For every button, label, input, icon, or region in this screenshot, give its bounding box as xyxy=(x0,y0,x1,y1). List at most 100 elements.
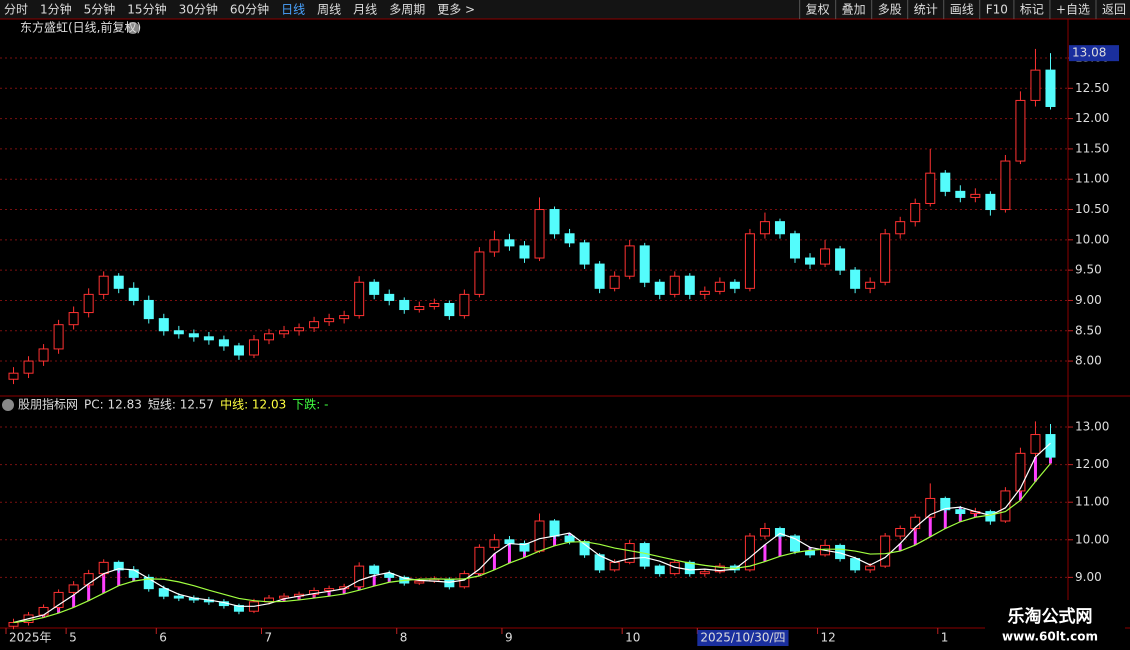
candle-body xyxy=(113,275,124,289)
toolbar-button[interactable]: 5分钟 xyxy=(84,2,116,17)
candle-body xyxy=(68,584,79,593)
toolbar-button[interactable]: 月线 xyxy=(353,3,377,17)
toolbar-button[interactable]: 1分钟 xyxy=(40,2,72,17)
candle-body xyxy=(789,535,801,552)
indicator-title: 股朋指标网 xyxy=(18,397,78,412)
candle-body xyxy=(759,221,770,235)
candle-body xyxy=(459,293,470,317)
candle-body xyxy=(684,275,695,295)
toolbar-button[interactable]: 15分钟 xyxy=(127,2,166,17)
toolbar-button[interactable]: F10 xyxy=(986,3,1008,17)
x-tick-label: 1 xyxy=(941,631,949,645)
candle-body xyxy=(68,312,79,326)
toolbar-button[interactable]: +自选 xyxy=(1056,3,1090,17)
candle-body xyxy=(594,554,605,571)
x-highlight xyxy=(697,630,789,646)
indicator-value: 下跌: - xyxy=(292,397,328,412)
candle-body xyxy=(970,193,981,198)
candle-body xyxy=(399,299,410,311)
toolbar-button[interactable]: 多股 xyxy=(878,3,902,17)
toolbar-button[interactable]: 更多 > xyxy=(437,3,475,17)
candle-body xyxy=(609,561,620,571)
candle-body xyxy=(925,172,936,204)
candle-body xyxy=(354,281,365,317)
candle-body xyxy=(474,546,485,575)
toolbar-button[interactable]: 画线 xyxy=(950,3,974,17)
candle-body xyxy=(714,565,725,573)
candle-body xyxy=(955,190,966,198)
candle-body xyxy=(23,360,34,374)
y-tick-label: 9.00 xyxy=(1075,293,1102,307)
y-tick-label: 12.00 xyxy=(1075,111,1109,125)
candle-body xyxy=(339,315,350,320)
y-tick-label: 12.00 xyxy=(1075,457,1109,471)
candle-body xyxy=(173,595,184,599)
candle-body xyxy=(279,330,290,335)
candle-body xyxy=(233,605,244,612)
x-tick-label: 10 xyxy=(625,631,640,645)
toolbar-button[interactable]: 60分钟 xyxy=(230,2,269,17)
x-tick-label: 12 xyxy=(821,631,836,645)
candle-body xyxy=(294,327,305,332)
candle-body xyxy=(564,233,575,244)
x-tick-label: 7 xyxy=(264,631,272,645)
candle-body xyxy=(895,221,906,235)
candle-body xyxy=(880,233,891,283)
candle-body xyxy=(8,621,19,627)
candle-body xyxy=(173,330,184,335)
y-tick-label: 12.50 xyxy=(1075,81,1109,95)
candle-body xyxy=(309,321,320,329)
candle-body xyxy=(549,209,560,235)
candle-body xyxy=(624,245,635,277)
toolbar-button[interactable]: 多周期 xyxy=(389,3,425,17)
indicator-value: 短线: 12.57 xyxy=(148,398,214,412)
y-tick-label: 11.00 xyxy=(1075,172,1109,186)
y-tick-label: 11.00 xyxy=(1075,495,1109,509)
candle-body xyxy=(444,302,455,317)
candle-body xyxy=(519,543,530,552)
candle-body xyxy=(669,275,680,295)
candle-body xyxy=(789,233,801,259)
candle-body xyxy=(8,372,19,380)
toolbar-button[interactable]: 30分钟 xyxy=(179,2,218,17)
toolbar-button[interactable]: 统计 xyxy=(914,3,938,17)
x-tick-label: 6 xyxy=(159,631,167,645)
toolbar-button[interactable]: 复权 xyxy=(806,3,830,17)
toolbar-button[interactable]: 叠加 xyxy=(842,3,866,17)
toolbar-button[interactable]: 周线 xyxy=(317,3,341,17)
candle-body xyxy=(1015,99,1026,162)
candle-body xyxy=(624,543,635,563)
candle-body xyxy=(985,511,996,522)
menu-icon[interactable] xyxy=(2,399,14,411)
x-tick-label: 2025年 xyxy=(9,631,52,645)
candle-body xyxy=(940,172,951,192)
candle-body xyxy=(38,606,49,616)
candle-body xyxy=(654,565,665,575)
candle-body xyxy=(429,302,440,308)
candle-body xyxy=(384,293,395,301)
candle-body xyxy=(564,535,575,543)
candle-body xyxy=(805,257,816,265)
toolbar-button[interactable]: 分时 xyxy=(4,3,28,17)
candle-body xyxy=(504,239,515,247)
candle-body xyxy=(684,561,695,575)
y-tick-label: 11.50 xyxy=(1075,141,1109,155)
candle-body xyxy=(639,543,650,567)
watermark-url: www.60lt.com xyxy=(1002,630,1098,644)
toolbar-button[interactable]: 日线 xyxy=(281,3,305,17)
indicator-value: PC: 12.83 xyxy=(84,398,142,412)
candle-body xyxy=(895,528,906,537)
candle-body xyxy=(324,318,335,323)
toolbar-button[interactable]: 标记 xyxy=(1020,3,1044,17)
y-tick-label: 10.00 xyxy=(1075,232,1109,246)
candle-body xyxy=(248,339,259,356)
candle-body xyxy=(369,281,380,295)
candle-body xyxy=(143,576,154,590)
candle-body xyxy=(835,248,846,271)
candle-body xyxy=(489,539,500,548)
menu-icon[interactable] xyxy=(127,22,139,34)
toolbar-button[interactable]: 返回 xyxy=(1102,3,1126,17)
candle-body xyxy=(158,588,169,597)
